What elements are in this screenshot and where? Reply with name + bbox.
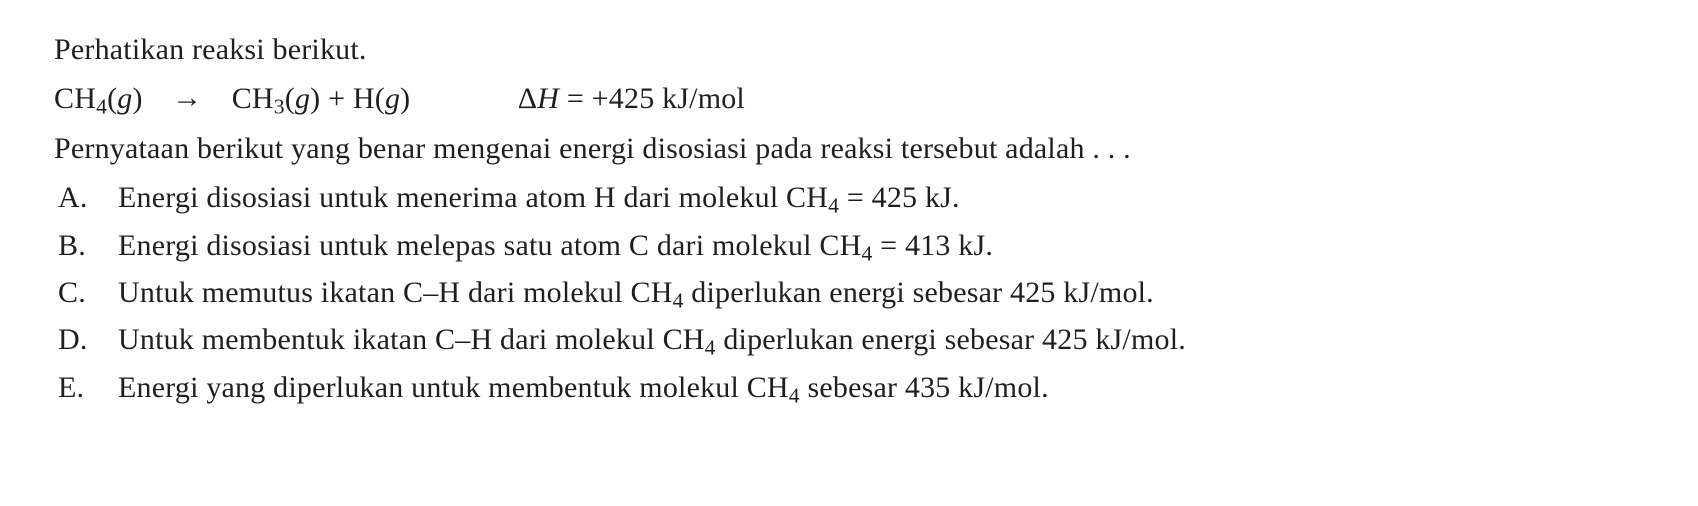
delta-h-expression: ΔH = +425 kJ/mol — [518, 82, 745, 115]
option-text: Energi disosiasi untuk melepas satu atom… — [118, 222, 1658, 269]
option-e: E. Energi yang diperlukan untuk membentu… — [54, 364, 1658, 411]
delta-symbol: Δ — [518, 82, 538, 115]
option-letter: E. — [54, 364, 118, 411]
option-sub: 4 — [861, 241, 872, 265]
h-base: H — [353, 82, 375, 115]
option-text: Untuk memutus ikatan C–H dari molekul CH… — [118, 269, 1658, 316]
option-sub: 4 — [828, 194, 839, 218]
ch3-base: CH — [232, 82, 274, 115]
eq-text: = — [567, 82, 584, 115]
option-c: C. Untuk memutus ikatan C–H dari molekul… — [54, 269, 1658, 316]
equation-line: CH4(g) → CH3(g) + H(g) ΔH = +425 kJ/mol — [54, 75, 1658, 122]
option-text: Untuk membentuk ikatan C–H dari molekul … — [118, 316, 1658, 363]
option-a: A. Energi disosiasi untuk menerima atom … — [54, 174, 1658, 221]
header-line: Perhatikan reaksi berikut. — [54, 26, 1658, 73]
option-sub: 4 — [705, 336, 716, 360]
arrow-icon: → — [172, 74, 202, 121]
option-pre: Energi disosiasi untuk melepas satu atom… — [118, 229, 861, 262]
options-list: A. Energi disosiasi untuk menerima atom … — [54, 174, 1658, 411]
plus-sign: + — [328, 82, 353, 115]
option-post: = 425 kJ. — [839, 181, 960, 214]
question-block: Perhatikan reaksi berikut. CH4(g) → CH3(… — [0, 0, 1698, 411]
option-post: sebesar 435 kJ/mol. — [800, 371, 1049, 404]
equals-sign: = — [567, 82, 592, 115]
option-letter: C. — [54, 269, 118, 316]
option-pre: Energi disosiasi untuk menerima atom H d… — [118, 181, 828, 214]
option-d: D. Untuk membentuk ikatan C–H dari molek… — [54, 316, 1658, 363]
option-b: B. Energi disosiasi untuk melepas satu a… — [54, 222, 1658, 269]
ch4-base: CH — [54, 82, 96, 115]
option-sub: 4 — [789, 383, 800, 407]
option-sub: 4 — [673, 288, 684, 312]
option-pre: Energi yang diperlukan untuk membentuk m… — [118, 371, 789, 404]
option-letter: B. — [54, 222, 118, 269]
option-post: diperlukan energi sebesar 425 kJ/mol. — [716, 323, 1186, 356]
option-post: diperlukan energi sebesar 425 kJ/mol. — [684, 276, 1154, 309]
species-h: H(g) — [353, 82, 418, 115]
state-g-1: g — [117, 82, 132, 115]
question-line: Pernyataan berikut yang benar mengenai e… — [54, 125, 1658, 172]
ch4-sub: 4 — [96, 95, 107, 119]
ch3-sub: 3 — [274, 95, 285, 119]
state-g-2: g — [295, 82, 310, 115]
option-post: = 413 kJ. — [872, 229, 993, 262]
option-pre: Untuk membentuk ikatan C–H dari molekul … — [118, 323, 705, 356]
species-ch3: CH3(g) — [232, 82, 328, 115]
option-text: Energi yang diperlukan untuk membentuk m… — [118, 364, 1658, 411]
plus-text: + — [328, 82, 345, 115]
state-g-3: g — [385, 82, 400, 115]
delta-h-letter: H — [537, 82, 559, 115]
option-pre: Untuk memutus ikatan C–H dari molekul CH — [118, 276, 673, 309]
species-ch4: CH4(g) — [54, 82, 150, 115]
option-letter: D. — [54, 316, 118, 363]
delta-h-value: +425 kJ/mol — [592, 82, 745, 115]
header-text: Perhatikan reaksi berikut. — [54, 33, 367, 66]
option-letter: A. — [54, 174, 118, 221]
question-text: Pernyataan berikut yang benar mengenai e… — [54, 132, 1131, 165]
option-text: Energi disosiasi untuk menerima atom H d… — [118, 174, 1658, 221]
